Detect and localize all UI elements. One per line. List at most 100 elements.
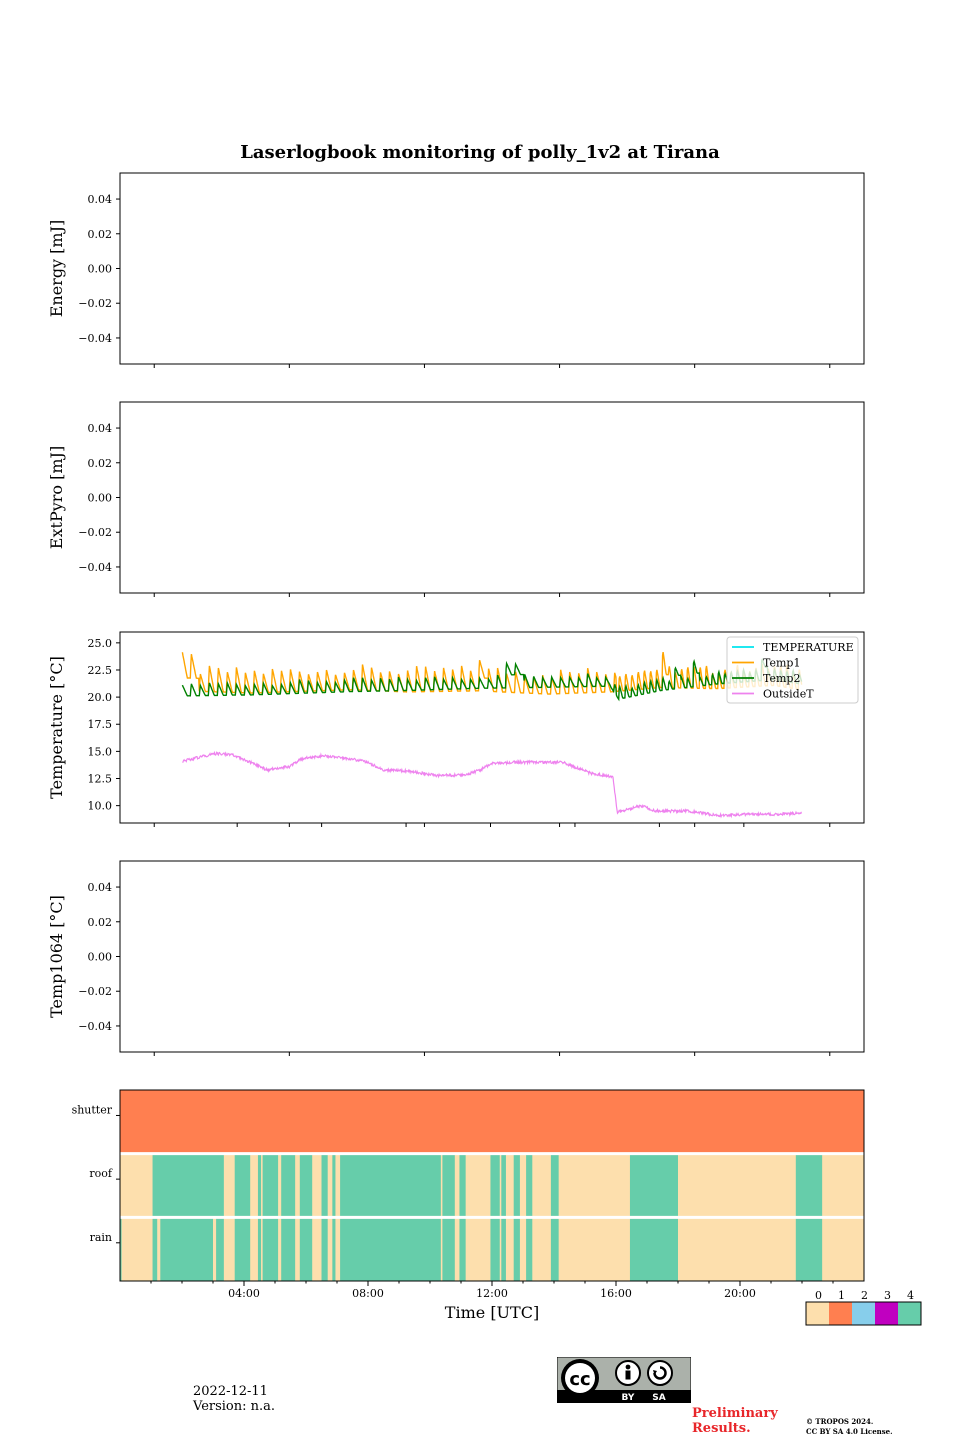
rain-status-segment <box>321 1217 328 1281</box>
sa-share-icon <box>647 1360 673 1386</box>
energy-ytick-label: 0.00 <box>88 263 113 276</box>
roof-status-segment <box>332 1153 336 1218</box>
extpyro-ytick-label: 0.00 <box>88 492 113 505</box>
cc-by-label: BY <box>622 1393 635 1403</box>
rain-status-segment <box>262 1217 279 1281</box>
temp1064-axes-frame <box>119 860 865 1053</box>
cc-sa-label: SA <box>652 1393 665 1403</box>
extpyro-ytick-label: 0.02 <box>88 457 113 470</box>
temperature-ytick-label: 22.5 <box>88 664 113 677</box>
roof-status-segment <box>262 1153 279 1218</box>
date-version-block: 2022-12-11 Version: n.a. <box>193 1384 275 1414</box>
rain-status-segment <box>501 1217 506 1281</box>
roof-status-segment <box>795 1153 823 1218</box>
temperature-ytick-label: 10.0 <box>88 800 113 813</box>
rain-status-segment <box>281 1217 296 1281</box>
roof-status-segment <box>490 1153 500 1218</box>
rain-status-segment <box>629 1217 678 1281</box>
shutter-row-label: shutter <box>72 1103 113 1116</box>
status-xtick-label: 20:00 <box>724 1287 756 1300</box>
energy-panel: 0.04 0.02 0.00 −0.02 −0.04 Energy [mJ] <box>47 172 865 368</box>
colorbar-swatch-0 <box>806 1302 829 1325</box>
extpyro-ytick-label: 0.04 <box>88 422 113 435</box>
temperature-legend: TEMPERATURE Temp1 Temp2 OutsideT <box>726 636 859 704</box>
temp1064-panel: 0.04 0.02 0.00 −0.02 −0.04 Temp1064 [°C] <box>47 860 865 1056</box>
date-text: 2022-12-11 <box>193 1384 268 1399</box>
legend-label-temp2: Temp2 <box>763 672 800 685</box>
energy-ytick-label: −0.04 <box>78 332 112 345</box>
roof-status-segment <box>234 1153 251 1218</box>
rain-status-segment <box>442 1217 455 1281</box>
energy-ytick-label: 0.04 <box>88 193 113 206</box>
status-xtick-label: 04:00 <box>228 1287 260 1300</box>
energy-ylabel: Energy [mJ] <box>47 220 66 318</box>
cc-by-sa-license-logo: cc BY SA <box>557 1357 691 1403</box>
temp1064-ytick-label: 0.02 <box>88 916 113 929</box>
rain-status-segment <box>490 1217 500 1281</box>
roof-status-segment <box>257 1153 262 1218</box>
roof-status-segment <box>152 1153 224 1218</box>
roof-status-segment <box>299 1153 313 1218</box>
colorbar-swatch-3 <box>875 1302 898 1325</box>
temperature-ytick-label: 20.0 <box>88 691 113 704</box>
rain-status-segment <box>332 1217 336 1281</box>
roof-row-label: roof <box>89 1167 113 1180</box>
extpyro-ylabel: ExtPyro [mJ] <box>47 446 66 549</box>
status-colorbar: 0 1 2 3 4 <box>805 1289 922 1326</box>
preliminary-results-note: Preliminary Results. <box>692 1406 778 1436</box>
rain-status-segment <box>550 1217 559 1281</box>
temperature-panel: 25.0 22.5 20.0 17.5 15.0 12.5 10.0 Temperature … <box>47 631 865 827</box>
temp1064-ytick-label: −0.04 <box>78 1020 112 1033</box>
colorbar-swatch-2 <box>852 1302 875 1325</box>
rain-status-segment <box>216 1217 224 1281</box>
colorbar-swatch-1 <box>829 1302 852 1325</box>
temperature-ytick-label: 12.5 <box>88 773 113 786</box>
rain-row-label: rain <box>90 1231 112 1244</box>
rain-status-segment <box>160 1217 213 1281</box>
legend-label-temperature: TEMPERATURE <box>763 641 854 654</box>
outsidet-series-line <box>182 750 803 819</box>
energy-ytick-label: −0.02 <box>78 297 112 310</box>
rain-status-segment <box>513 1217 520 1281</box>
rain-status-segment <box>459 1217 466 1281</box>
roof-status-segment <box>513 1153 520 1218</box>
energy-axes-frame <box>119 172 865 365</box>
rain-status-segment <box>234 1217 251 1281</box>
roof-status-segment <box>442 1153 455 1218</box>
extpyro-axes-frame <box>119 401 865 594</box>
roof-status-segment <box>340 1153 441 1218</box>
rain-status-segment <box>526 1217 533 1281</box>
status-xtick-label: 16:00 <box>600 1287 632 1300</box>
roof-status-segment <box>526 1153 533 1218</box>
temperature-ytick-label: 15.0 <box>88 745 113 758</box>
temperature-ylabel: Temperature [°C] <box>47 656 66 799</box>
copyright-line-1: © TROPOS 2024. <box>806 1417 874 1426</box>
figure-title: Laserlogbook monitoring of polly_1v2 at … <box>240 142 720 163</box>
energy-ytick-label: 0.02 <box>88 228 113 241</box>
temp1064-ytick-label: −0.02 <box>78 985 112 998</box>
legend-label-temp1: Temp1 <box>763 657 800 670</box>
svg-text:cc: cc <box>569 1369 590 1390</box>
extpyro-ytick-label: −0.02 <box>78 526 112 539</box>
rain-status-segment <box>257 1217 262 1281</box>
copyright-line-2: CC BY SA 4.0 License. <box>806 1427 893 1436</box>
status-panel: shutter roof rain 04:00 08:00 12:00 16:00 20:00… <box>72 1089 865 1322</box>
version-text: Version: n.a. <box>193 1399 276 1414</box>
roof-status-segment <box>459 1153 466 1218</box>
status-xtick-label: 08:00 <box>352 1287 384 1300</box>
legend-box <box>726 636 859 704</box>
roof-status-segment <box>550 1153 559 1218</box>
copyright-note: © TROPOS 2024. CC BY SA 4.0 License. <box>806 1417 956 1437</box>
status-xlabel: Time [UTC] <box>445 1303 539 1322</box>
roof-status-segment <box>629 1153 678 1218</box>
colorbar-label-3: 3 <box>884 1289 891 1302</box>
status-xtick-label: 12:00 <box>476 1287 508 1300</box>
temp1064-ytick-label: 0.04 <box>88 881 113 894</box>
colorbar-label-2: 2 <box>861 1289 868 1302</box>
temperature-ytick-label: 17.5 <box>88 718 113 731</box>
colorbar-label-1: 1 <box>838 1289 845 1302</box>
rain-status-segment <box>795 1217 823 1281</box>
extpyro-panel: 0.04 0.02 0.00 −0.02 −0.04 ExtPyro [mJ] <box>47 401 865 597</box>
